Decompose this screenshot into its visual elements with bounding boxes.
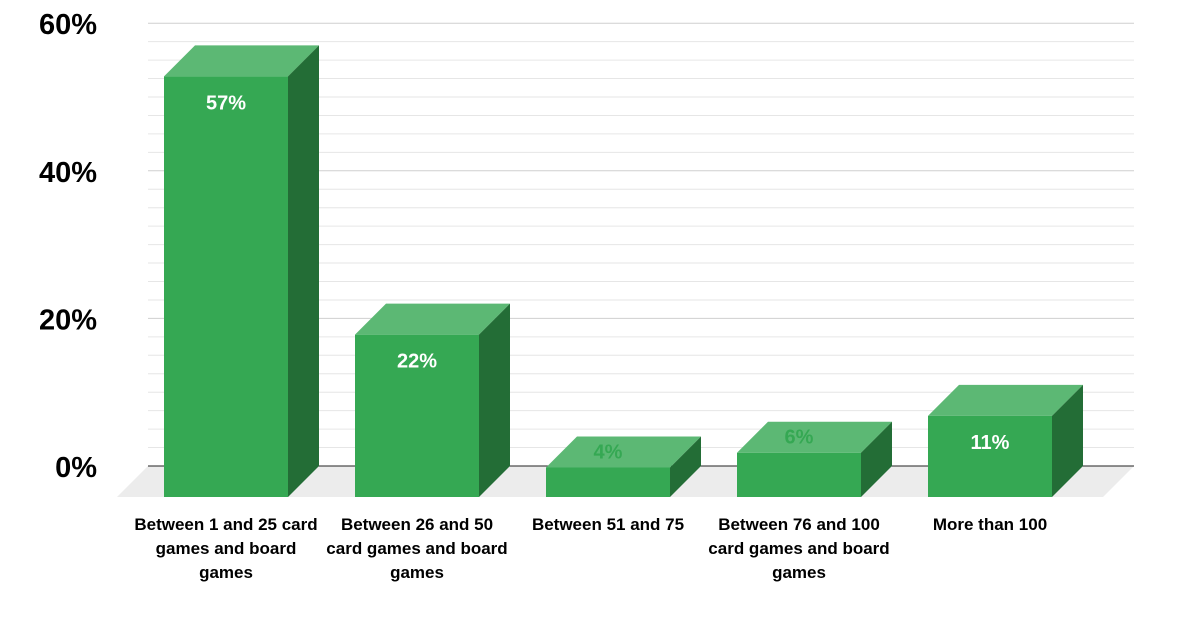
bar-top — [164, 45, 319, 77]
data-label: 11% — [971, 432, 1010, 454]
bar-front — [355, 334, 479, 497]
bar — [164, 45, 319, 498]
bar — [546, 436, 701, 497]
bar-side — [861, 421, 892, 497]
y-tick-label: 0% — [55, 452, 97, 484]
x-tick-label: Between 51 and 75 — [531, 515, 685, 534]
bar-front — [164, 76, 288, 497]
bar-side — [479, 303, 510, 497]
bar-front — [928, 415, 1052, 497]
x-tick-label: Between 26 and 50 card games and board g… — [326, 515, 508, 582]
bar — [355, 303, 510, 497]
bar-front — [546, 467, 670, 497]
bar-side — [1052, 384, 1083, 497]
bar — [737, 421, 892, 497]
y-tick-label: 20% — [39, 304, 97, 336]
data-label: 4% — [594, 441, 623, 463]
bar — [928, 384, 1083, 497]
bar-front — [737, 452, 861, 497]
data-label: 22% — [397, 351, 437, 373]
bar-side — [670, 436, 701, 497]
bar-side — [288, 45, 319, 498]
bar-top — [546, 436, 701, 468]
data-label: 57% — [206, 92, 246, 114]
data-label: 6% — [785, 427, 814, 449]
x-tick-label: More than 100 — [932, 515, 1048, 534]
bars — [164, 45, 1083, 498]
bar-top — [355, 303, 510, 335]
bar-top — [928, 384, 1083, 416]
x-tick-label: Between 1 and 25 card games and board ga… — [134, 515, 318, 582]
x-tick-label: Between 76 and 100 card games and board … — [708, 515, 890, 582]
bar-top — [737, 421, 892, 453]
y-tick-label: 40% — [39, 157, 97, 189]
y-tick-label: 60% — [39, 9, 97, 41]
y-axis: 0% 20% 40% 60% — [39, 9, 97, 484]
data-labels: 57% 22% 4% 6% 11% — [206, 92, 1010, 463]
